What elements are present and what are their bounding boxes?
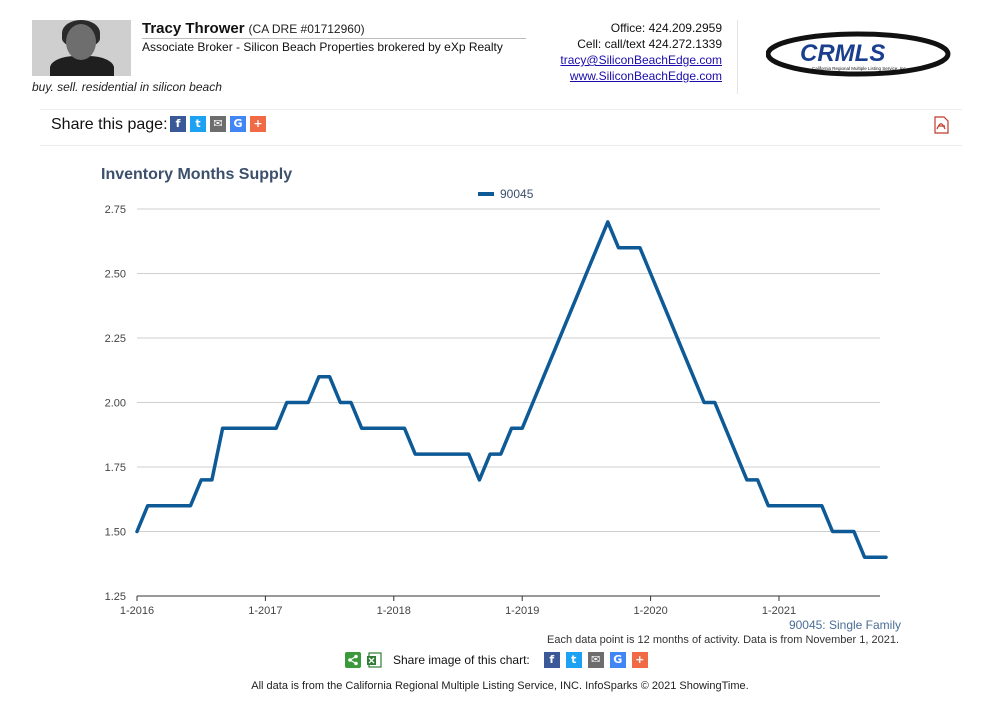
agent-title: Associate Broker - Silicon Beach Propert…	[142, 40, 503, 54]
chart-legend[interactable]: 90045	[478, 187, 533, 201]
y-tick-label: 1.25	[105, 591, 126, 603]
email-link[interactable]: tracy@SiliconBeachEdge.com	[560, 53, 722, 67]
agent-divider	[142, 38, 526, 39]
x-tick-label: 1-2021	[762, 605, 796, 617]
logo-text: CRMLS	[800, 40, 885, 67]
agent-name: Tracy Thrower	[142, 20, 245, 37]
plus-icon[interactable]: +	[250, 116, 266, 132]
y-tick-label: 1.75	[105, 462, 126, 474]
facebook-icon[interactable]: f	[170, 116, 186, 132]
cell-phone: Cell: call/text 424.272.1339	[577, 37, 722, 51]
x-tick-label: 1-2019	[505, 605, 539, 617]
facebook-icon[interactable]: f	[543, 652, 560, 668]
y-tick-label: 2.75	[105, 204, 126, 216]
series-note: 90045: Single Family	[788, 618, 901, 632]
agent-name-line: Tracy Thrower (CA DRE #01712960)	[142, 20, 365, 37]
line-chart: 2.75 2.50 2.25 2.00 1.75 1.50 1.25 1-2016 1-2017…	[105, 204, 888, 617]
x-tick-label: 1-2017	[248, 605, 282, 617]
chart-title: Inventory Months Supply	[101, 166, 293, 183]
twitter-icon[interactable]: t	[190, 116, 206, 132]
footer-text: All data is from the California Regional…	[251, 680, 749, 692]
legend-swatch	[478, 192, 494, 196]
series-line-90045[interactable]	[135, 220, 888, 560]
share-page-label: Share this page:	[51, 116, 168, 133]
y-tick-label: 1.50	[105, 527, 126, 539]
agent-dre: (CA DRE #01712960)	[248, 22, 365, 36]
page-header: Tracy Thrower (CA DRE #01712960) Associat…	[0, 0, 1000, 110]
contact-block: Office: 424.209.2959 Cell: call/text 424…	[520, 20, 722, 84]
y-tick-label: 2.00	[105, 398, 126, 410]
legend-label: 90045	[500, 187, 534, 201]
email-icon[interactable]: ✉	[587, 652, 604, 668]
pdf-icon[interactable]	[933, 116, 949, 134]
office-phone: Office: 424.209.2959	[610, 21, 722, 35]
twitter-icon[interactable]: t	[565, 652, 582, 668]
x-tick-label: 1-2016	[120, 605, 154, 617]
google-icon[interactable]: G	[609, 652, 626, 668]
logo-subtext: California Regional Multiple Listing Ser…	[812, 66, 907, 71]
email-icon[interactable]: ✉	[210, 116, 226, 132]
agent-tagline: buy. sell. residential in silicon beach	[32, 80, 222, 94]
plus-icon[interactable]: +	[631, 652, 648, 668]
share-icon[interactable]	[345, 652, 361, 668]
excel-icon[interactable]	[367, 652, 383, 668]
y-tick-label: 2.50	[105, 269, 126, 281]
header-divider	[737, 20, 738, 94]
website-link[interactable]: www.SiliconBeachEdge.com	[569, 69, 722, 83]
x-tick-label: 1-2020	[633, 605, 667, 617]
google-icon[interactable]: G	[230, 116, 246, 132]
agent-photo	[32, 20, 131, 76]
x-tick-label: 1-2018	[377, 605, 411, 617]
share-image-bar: Share image of this chart: f t ✉ G +	[345, 650, 648, 670]
data-note: Each data point is 12 months of activity…	[547, 634, 899, 646]
share-page-bar: Share this page: f t ✉ G +	[40, 109, 962, 146]
crmls-logo: CRMLS California Regional Multiple Listi…	[765, 30, 958, 80]
chart-area: Inventory Months Supply 90045 2.75 2.50 2.…	[0, 150, 1000, 710]
y-tick-label: 2.25	[105, 333, 126, 345]
share-page-icons: f t ✉ G +	[170, 116, 266, 132]
share-image-label: Share image of this chart:	[393, 653, 530, 667]
